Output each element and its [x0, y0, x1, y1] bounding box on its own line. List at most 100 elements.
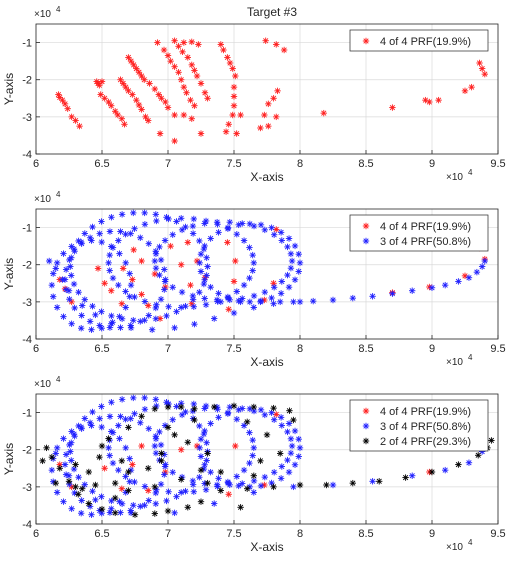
data-point	[257, 298, 264, 306]
data-point	[265, 122, 272, 130]
chart-panel-1: 6 6.5 7 7.5 8 8.5 9 9.5 -4 -3 -2 -1 X-axis Y-axis ×10 4…	[2, 5, 506, 184]
legend-marker	[362, 222, 370, 230]
data-point	[230, 93, 238, 100]
data-point	[468, 83, 475, 91]
data-point	[478, 65, 486, 72]
legend-box	[349, 29, 489, 52]
data-point	[182, 487, 189, 495]
data-point	[60, 435, 67, 442]
x-tick-label: 6	[33, 343, 39, 355]
data-point	[273, 113, 280, 121]
data-point	[135, 69, 143, 76]
data-point	[72, 117, 79, 124]
data-point	[261, 288, 269, 296]
data-point	[191, 102, 198, 109]
data-point	[180, 111, 188, 119]
x-tick-label: 9.5	[490, 528, 505, 540]
data-point	[122, 304, 129, 311]
x-exponent: ×10	[446, 357, 463, 368]
data-point	[96, 82, 103, 89]
data-point	[125, 487, 132, 494]
legend-box	[349, 214, 489, 252]
data-point	[187, 281, 194, 289]
data-point	[122, 83, 129, 91]
data-point	[233, 288, 241, 295]
data-point	[201, 461, 208, 468]
data-point	[278, 422, 285, 429]
data-point	[169, 469, 176, 476]
data-point	[145, 117, 152, 124]
data-point	[165, 303, 172, 310]
data-point	[77, 509, 85, 517]
data-point	[109, 459, 117, 467]
y-tick-label: -3	[22, 482, 32, 494]
data-point	[207, 468, 214, 476]
data-point	[121, 121, 128, 128]
data-point	[153, 301, 160, 308]
data-point	[197, 466, 205, 474]
data-point	[191, 416, 198, 424]
data-point	[226, 218, 233, 226]
data-point	[72, 461, 79, 468]
data-point	[178, 403, 185, 411]
data-point	[288, 442, 296, 450]
data-point	[138, 442, 145, 450]
data-point	[127, 230, 134, 237]
data-point	[230, 83, 238, 91]
data-point	[49, 293, 57, 300]
data-point	[109, 274, 117, 282]
data-point	[105, 435, 112, 442]
data-point	[155, 91, 162, 98]
legend-label: 4 of 4 PRF(19.9%)	[380, 406, 471, 418]
data-point	[262, 37, 269, 44]
data-point	[455, 461, 462, 468]
data-point	[428, 468, 436, 476]
data-point	[72, 483, 79, 491]
data-point	[250, 472, 257, 479]
data-point	[105, 259, 112, 267]
data-point	[290, 483, 297, 491]
data-point	[108, 312, 115, 320]
data-point	[118, 211, 126, 218]
x-tick-label: 8	[297, 343, 303, 355]
data-point	[187, 96, 194, 104]
x-tick-label: 9	[429, 343, 435, 355]
data-point	[163, 312, 170, 320]
data-point	[79, 302, 86, 309]
data-point	[288, 257, 296, 265]
data-point	[88, 326, 95, 333]
data-point	[173, 493, 180, 500]
data-point	[61, 461, 69, 468]
data-point	[461, 87, 469, 95]
data-point	[81, 415, 88, 422]
data-point	[202, 301, 210, 308]
data-point	[131, 511, 139, 518]
data-point	[85, 500, 92, 507]
data-point	[138, 257, 145, 265]
data-point	[196, 289, 203, 296]
data-point	[131, 225, 138, 232]
data-point	[59, 96, 66, 104]
data-point	[68, 272, 75, 279]
data-point	[224, 239, 231, 246]
x-tick-label: 6	[33, 528, 39, 540]
data-point	[270, 483, 277, 491]
data-point	[79, 485, 86, 492]
data-point	[169, 416, 176, 423]
data-point	[190, 303, 198, 310]
data-point	[193, 72, 201, 80]
data-point	[217, 487, 224, 494]
data-point	[39, 457, 46, 465]
data-point	[156, 428, 163, 436]
data-point	[106, 228, 114, 235]
data-point	[197, 435, 205, 443]
data-point	[157, 256, 165, 264]
data-point	[286, 407, 293, 414]
data-point	[232, 442, 239, 450]
data-point	[131, 293, 138, 301]
data-point	[284, 243, 291, 251]
data-point	[225, 491, 232, 498]
data-point	[88, 511, 95, 518]
data-point	[442, 466, 449, 474]
data-point	[277, 290, 285, 297]
